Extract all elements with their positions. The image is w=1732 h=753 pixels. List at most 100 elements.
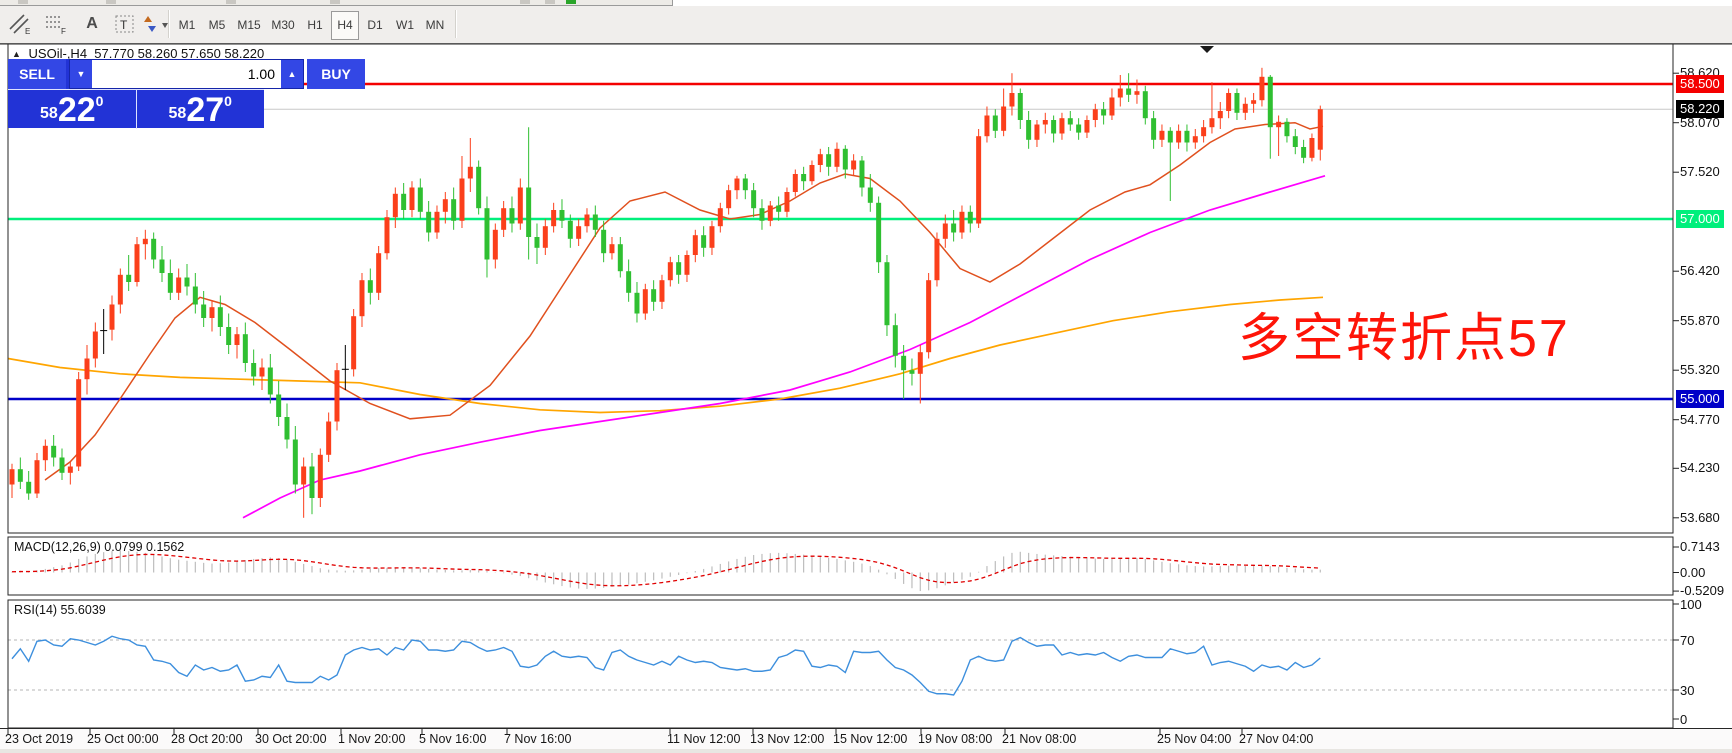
candle-down[interactable] xyxy=(601,229,607,254)
candle-up[interactable] xyxy=(1317,109,1323,150)
candle-up[interactable] xyxy=(359,280,365,317)
candle-down[interactable] xyxy=(617,244,623,272)
candle-up[interactable] xyxy=(584,214,590,227)
candle-down[interactable] xyxy=(909,370,915,374)
candle-up[interactable] xyxy=(259,367,265,377)
candle-down[interactable] xyxy=(426,211,432,233)
candle-up[interactable] xyxy=(1117,88,1123,98)
candle-up[interactable] xyxy=(34,460,40,494)
volume-decrease-icon[interactable]: ▼ xyxy=(70,60,92,88)
candle-up[interactable] xyxy=(1001,106,1007,131)
candle-up[interactable] xyxy=(134,244,140,282)
candle-up[interactable] xyxy=(67,466,73,473)
candle-down[interactable] xyxy=(651,289,657,302)
candle-down[interactable] xyxy=(859,160,865,188)
candle-down[interactable] xyxy=(251,363,257,377)
candle-down[interactable] xyxy=(526,187,532,238)
candle-up[interactable] xyxy=(542,226,548,248)
candle-down[interactable] xyxy=(951,223,957,233)
candle-up[interactable] xyxy=(926,280,932,353)
candle-up[interactable] xyxy=(351,316,357,370)
candle-up[interactable] xyxy=(692,235,698,255)
candle-up[interactable] xyxy=(117,274,123,305)
sell-button[interactable]: SELL xyxy=(8,59,66,89)
candle-down[interactable] xyxy=(184,277,190,287)
collapse-panel-icon[interactable]: ▲ xyxy=(12,49,21,59)
candle-up[interactable] xyxy=(501,208,507,230)
candle-down[interactable] xyxy=(592,214,598,230)
candle-down[interactable] xyxy=(867,187,873,203)
candle-up[interactable] xyxy=(1034,124,1040,140)
candle-down[interactable] xyxy=(242,334,248,363)
timeframe-button-m1[interactable]: M1 xyxy=(178,18,196,32)
candle-down[interactable] xyxy=(567,220,573,239)
candle-down[interactable] xyxy=(1184,130,1190,143)
candle-up[interactable] xyxy=(409,187,415,211)
candle-up[interactable] xyxy=(609,244,615,254)
candle-up[interactable] xyxy=(492,229,498,260)
text-tool-icon[interactable]: A xyxy=(86,15,98,32)
candle-up[interactable] xyxy=(1009,93,1015,107)
candle-up[interactable] xyxy=(784,192,790,212)
chart-shift-marker-icon[interactable] xyxy=(1200,46,1214,53)
candle-down[interactable] xyxy=(292,439,298,485)
timeframe-button-m15[interactable]: M15 xyxy=(237,18,261,32)
candle-down[interactable] xyxy=(1292,136,1298,147)
candle-up[interactable] xyxy=(709,226,715,248)
candle-up[interactable] xyxy=(851,160,857,170)
candle-down[interactable] xyxy=(192,286,198,305)
timeframe-button-mn[interactable]: MN xyxy=(425,18,445,32)
candle-down[interactable] xyxy=(1017,93,1023,120)
candle-down[interactable] xyxy=(992,115,998,131)
candle-down[interactable] xyxy=(17,469,23,482)
candle-down[interactable] xyxy=(742,178,748,191)
candle-up[interactable] xyxy=(326,421,332,455)
candle-down[interactable] xyxy=(884,262,890,326)
candle-up[interactable] xyxy=(834,148,840,167)
candle-up[interactable] xyxy=(767,205,773,221)
candle-up[interactable] xyxy=(934,238,940,281)
candle-up[interactable] xyxy=(459,178,465,221)
candle-down[interactable] xyxy=(1101,109,1107,116)
fibonacci-retracement-icon[interactable]: F xyxy=(41,9,71,39)
candle-up[interactable] xyxy=(659,280,665,302)
candle-down[interactable] xyxy=(801,174,807,182)
candle-up[interactable] xyxy=(1309,138,1315,158)
candle-up[interactable] xyxy=(334,370,340,422)
candle-up[interactable] xyxy=(726,190,732,209)
timeframe-button-m30[interactable]: M30 xyxy=(271,18,295,32)
candle-down[interactable] xyxy=(1067,118,1073,125)
candle-up[interactable] xyxy=(301,466,307,485)
candle-up[interactable] xyxy=(551,210,557,227)
candle-down[interactable] xyxy=(534,237,540,248)
candle-down[interactable] xyxy=(759,208,765,221)
candle-up[interactable] xyxy=(642,289,648,314)
text-label-tool-icon[interactable]: T xyxy=(110,9,140,39)
candle-up[interactable] xyxy=(667,262,673,281)
candle-up[interactable] xyxy=(209,307,215,318)
candle-up[interactable] xyxy=(1109,97,1115,116)
candle-up[interactable] xyxy=(376,253,382,293)
buy-button[interactable]: BUY xyxy=(307,59,365,89)
candle-down[interactable] xyxy=(401,193,407,210)
candle-down[interactable] xyxy=(159,259,165,274)
buy-price[interactable]: 58 27 0 xyxy=(137,90,265,129)
candle-up[interactable] xyxy=(9,469,15,485)
timeframe-button-h1[interactable]: H1 xyxy=(307,18,323,32)
candle-up[interactable] xyxy=(976,136,982,224)
candle-down[interactable] xyxy=(776,205,782,212)
candle-up[interactable] xyxy=(942,223,948,239)
candle-down[interactable] xyxy=(26,481,32,494)
candle-down[interactable] xyxy=(634,292,640,314)
candle-down[interactable] xyxy=(226,327,232,345)
candle-up[interactable] xyxy=(1242,103,1248,113)
candle-up[interactable] xyxy=(384,217,390,254)
candle-down[interactable] xyxy=(201,304,207,319)
candle-down[interactable] xyxy=(167,273,173,293)
candle-up[interactable] xyxy=(1134,91,1140,95)
candle-down[interactable] xyxy=(417,187,423,212)
candle-up[interactable] xyxy=(984,115,990,137)
candle-up[interactable] xyxy=(392,193,398,218)
timeframe-button-d1[interactable]: D1 xyxy=(367,18,383,32)
